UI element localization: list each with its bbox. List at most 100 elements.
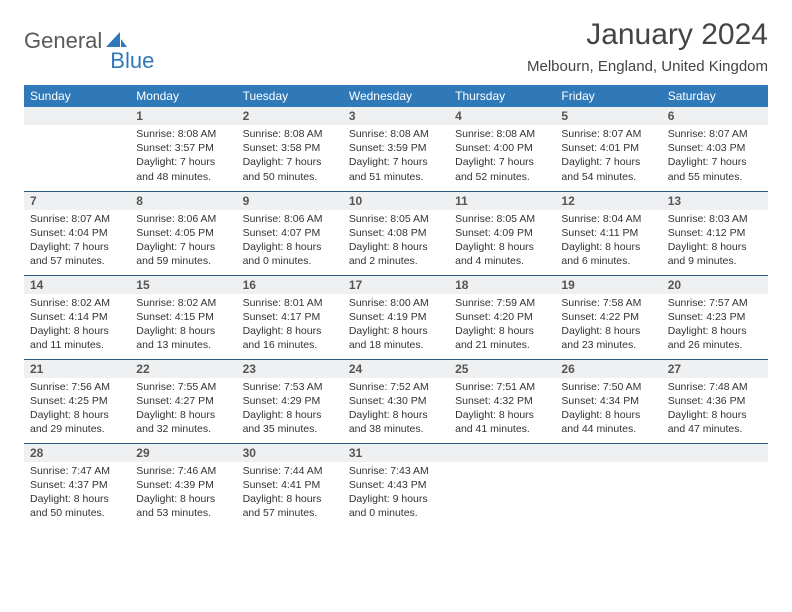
day-details: Sunrise: 7:52 AMSunset: 4:30 PMDaylight:… xyxy=(343,378,449,441)
calendar-day-cell: 4Sunrise: 8:08 AMSunset: 4:00 PMDaylight… xyxy=(449,107,555,191)
day-number: 26 xyxy=(555,360,661,378)
day-number: 24 xyxy=(343,360,449,378)
day-details: Sunrise: 7:46 AMSunset: 4:39 PMDaylight:… xyxy=(130,462,236,525)
calendar-day-cell: 11Sunrise: 8:05 AMSunset: 4:09 PMDayligh… xyxy=(449,191,555,275)
day-number: 20 xyxy=(662,276,768,294)
calendar-day-cell: 13Sunrise: 8:03 AMSunset: 4:12 PMDayligh… xyxy=(662,191,768,275)
day-details: Sunrise: 7:48 AMSunset: 4:36 PMDaylight:… xyxy=(662,378,768,441)
location-label: Melbourn, England, United Kingdom xyxy=(527,58,768,75)
day-details: Sunrise: 7:57 AMSunset: 4:23 PMDaylight:… xyxy=(662,294,768,357)
day-number: 4 xyxy=(449,107,555,125)
day-header: Sunday xyxy=(24,85,130,107)
calendar-week-row: 7Sunrise: 8:07 AMSunset: 4:04 PMDaylight… xyxy=(24,191,768,275)
day-details: Sunrise: 7:59 AMSunset: 4:20 PMDaylight:… xyxy=(449,294,555,357)
calendar-week-row: 28Sunrise: 7:47 AMSunset: 4:37 PMDayligh… xyxy=(24,443,768,527)
page-title: January 2024 xyxy=(527,18,768,52)
day-details: Sunrise: 7:44 AMSunset: 4:41 PMDaylight:… xyxy=(237,462,343,525)
day-details: Sunrise: 8:01 AMSunset: 4:17 PMDaylight:… xyxy=(237,294,343,357)
calendar-day-cell: 27Sunrise: 7:48 AMSunset: 4:36 PMDayligh… xyxy=(662,359,768,443)
calendar-day-cell: 26Sunrise: 7:50 AMSunset: 4:34 PMDayligh… xyxy=(555,359,661,443)
calendar-day-cell: 24Sunrise: 7:52 AMSunset: 4:30 PMDayligh… xyxy=(343,359,449,443)
day-number xyxy=(449,444,555,462)
day-number: 22 xyxy=(130,360,236,378)
day-number: 15 xyxy=(130,276,236,294)
calendar-day-cell: 21Sunrise: 7:56 AMSunset: 4:25 PMDayligh… xyxy=(24,359,130,443)
day-number: 2 xyxy=(237,107,343,125)
day-number: 12 xyxy=(555,192,661,210)
day-details: Sunrise: 8:05 AMSunset: 4:08 PMDaylight:… xyxy=(343,210,449,273)
day-number xyxy=(662,444,768,462)
day-details: Sunrise: 8:05 AMSunset: 4:09 PMDaylight:… xyxy=(449,210,555,273)
day-details xyxy=(555,462,661,468)
day-details: Sunrise: 7:43 AMSunset: 4:43 PMDaylight:… xyxy=(343,462,449,525)
day-number: 28 xyxy=(24,444,130,462)
calendar-day-cell: 3Sunrise: 8:08 AMSunset: 3:59 PMDaylight… xyxy=(343,107,449,191)
logo-text-general: General xyxy=(24,28,102,54)
day-details: Sunrise: 8:04 AMSunset: 4:11 PMDaylight:… xyxy=(555,210,661,273)
day-number: 6 xyxy=(662,107,768,125)
day-number: 14 xyxy=(24,276,130,294)
calendar-day-cell: 7Sunrise: 8:07 AMSunset: 4:04 PMDaylight… xyxy=(24,191,130,275)
calendar-day-cell xyxy=(449,443,555,527)
day-details: Sunrise: 7:53 AMSunset: 4:29 PMDaylight:… xyxy=(237,378,343,441)
calendar-day-cell: 22Sunrise: 7:55 AMSunset: 4:27 PMDayligh… xyxy=(130,359,236,443)
day-details: Sunrise: 7:47 AMSunset: 4:37 PMDaylight:… xyxy=(24,462,130,525)
day-header: Monday xyxy=(130,85,236,107)
calendar-table: Sunday Monday Tuesday Wednesday Thursday… xyxy=(24,85,768,527)
calendar-day-cell: 10Sunrise: 8:05 AMSunset: 4:08 PMDayligh… xyxy=(343,191,449,275)
day-details: Sunrise: 7:51 AMSunset: 4:32 PMDaylight:… xyxy=(449,378,555,441)
header: General Blue January 2024 Melbourn, Engl… xyxy=(24,18,768,75)
logo-text-blue: Blue xyxy=(110,48,154,74)
day-details: Sunrise: 8:08 AMSunset: 3:59 PMDaylight:… xyxy=(343,125,449,188)
day-number: 1 xyxy=(130,107,236,125)
calendar-day-cell xyxy=(24,107,130,191)
day-header: Thursday xyxy=(449,85,555,107)
calendar-day-cell: 9Sunrise: 8:06 AMSunset: 4:07 PMDaylight… xyxy=(237,191,343,275)
day-details: Sunrise: 8:02 AMSunset: 4:15 PMDaylight:… xyxy=(130,294,236,357)
day-number: 11 xyxy=(449,192,555,210)
day-details: Sunrise: 7:56 AMSunset: 4:25 PMDaylight:… xyxy=(24,378,130,441)
day-number: 8 xyxy=(130,192,236,210)
title-block: January 2024 Melbourn, England, United K… xyxy=(527,18,768,75)
day-header-row: Sunday Monday Tuesday Wednesday Thursday… xyxy=(24,85,768,107)
day-details xyxy=(24,125,130,131)
calendar-day-cell: 15Sunrise: 8:02 AMSunset: 4:15 PMDayligh… xyxy=(130,275,236,359)
calendar-day-cell: 28Sunrise: 7:47 AMSunset: 4:37 PMDayligh… xyxy=(24,443,130,527)
day-number xyxy=(555,444,661,462)
calendar-day-cell: 29Sunrise: 7:46 AMSunset: 4:39 PMDayligh… xyxy=(130,443,236,527)
day-number: 10 xyxy=(343,192,449,210)
calendar-day-cell: 17Sunrise: 8:00 AMSunset: 4:19 PMDayligh… xyxy=(343,275,449,359)
day-details: Sunrise: 8:06 AMSunset: 4:07 PMDaylight:… xyxy=(237,210,343,273)
day-header: Tuesday xyxy=(237,85,343,107)
calendar-day-cell xyxy=(555,443,661,527)
day-details: Sunrise: 8:08 AMSunset: 3:58 PMDaylight:… xyxy=(237,125,343,188)
day-number: 21 xyxy=(24,360,130,378)
day-number: 18 xyxy=(449,276,555,294)
day-number: 30 xyxy=(237,444,343,462)
day-number xyxy=(24,107,130,125)
day-number: 13 xyxy=(662,192,768,210)
calendar-day-cell: 20Sunrise: 7:57 AMSunset: 4:23 PMDayligh… xyxy=(662,275,768,359)
day-number: 9 xyxy=(237,192,343,210)
calendar-day-cell: 14Sunrise: 8:02 AMSunset: 4:14 PMDayligh… xyxy=(24,275,130,359)
day-details: Sunrise: 8:03 AMSunset: 4:12 PMDaylight:… xyxy=(662,210,768,273)
day-details xyxy=(449,462,555,468)
day-number: 17 xyxy=(343,276,449,294)
day-number: 19 xyxy=(555,276,661,294)
day-details: Sunrise: 7:58 AMSunset: 4:22 PMDaylight:… xyxy=(555,294,661,357)
calendar-day-cell: 12Sunrise: 8:04 AMSunset: 4:11 PMDayligh… xyxy=(555,191,661,275)
calendar-day-cell: 6Sunrise: 8:07 AMSunset: 4:03 PMDaylight… xyxy=(662,107,768,191)
day-number: 23 xyxy=(237,360,343,378)
calendar-day-cell xyxy=(662,443,768,527)
day-number: 29 xyxy=(130,444,236,462)
calendar-day-cell: 30Sunrise: 7:44 AMSunset: 4:41 PMDayligh… xyxy=(237,443,343,527)
calendar-day-cell: 23Sunrise: 7:53 AMSunset: 4:29 PMDayligh… xyxy=(237,359,343,443)
day-header: Saturday xyxy=(662,85,768,107)
calendar-day-cell: 2Sunrise: 8:08 AMSunset: 3:58 PMDaylight… xyxy=(237,107,343,191)
calendar-week-row: 14Sunrise: 8:02 AMSunset: 4:14 PMDayligh… xyxy=(24,275,768,359)
calendar-week-row: 1Sunrise: 8:08 AMSunset: 3:57 PMDaylight… xyxy=(24,107,768,191)
calendar-day-cell: 19Sunrise: 7:58 AMSunset: 4:22 PMDayligh… xyxy=(555,275,661,359)
day-number: 3 xyxy=(343,107,449,125)
calendar-day-cell: 18Sunrise: 7:59 AMSunset: 4:20 PMDayligh… xyxy=(449,275,555,359)
day-header: Wednesday xyxy=(343,85,449,107)
